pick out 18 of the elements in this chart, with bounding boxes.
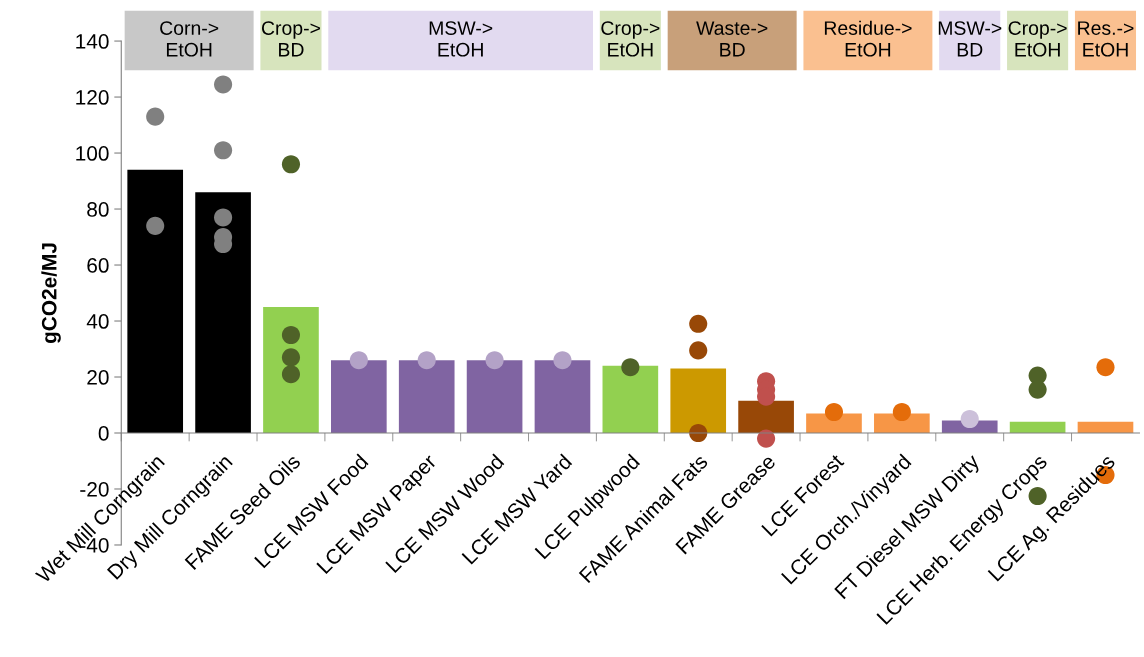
y-tick-label: 20 [87, 370, 109, 385]
y-tick-label: 0 [98, 426, 109, 441]
y-axis-title: gCO2e/MJ [41, 243, 61, 344]
band-label: Crop-> EtOH [601, 21, 660, 57]
band-label: Residue-> EtOH [824, 20, 912, 57]
y-tick-label: 140 [76, 34, 109, 49]
y-tick-label: 60 [87, 258, 109, 273]
band-label: MSW-> EtOH [429, 21, 493, 57]
y-tick-label: 100 [76, 146, 109, 161]
y-tick-label: 80 [87, 202, 109, 217]
y-tick-label: 120 [76, 90, 109, 105]
band-label: Crop-> BD [261, 21, 320, 57]
band-label: Corn-> EtOH [160, 21, 219, 57]
y-tick-label: 40 [86, 314, 109, 329]
band-label: Res.-> EtOH [1078, 21, 1134, 57]
band-label: Waste-> BD [696, 21, 768, 57]
band-label: MSW-> BD [938, 21, 1002, 57]
band-label: Crop-> EtOH [1008, 21, 1067, 57]
